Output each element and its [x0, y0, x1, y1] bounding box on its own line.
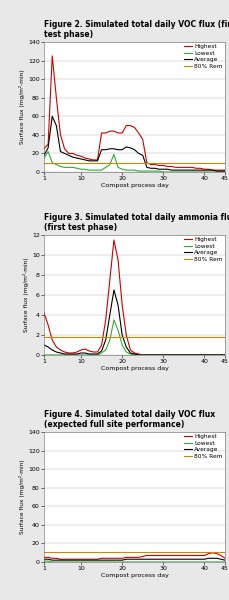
- Text: Figure 3. Simulated total daily ammonia flux
(first test phase): Figure 3. Simulated total daily ammonia …: [44, 212, 229, 232]
- Legend: Highest, Lowest, Average, 80% Rem: Highest, Lowest, Average, 80% Rem: [183, 44, 223, 70]
- Legend: Highest, Lowest, Average, 80% Rem: Highest, Lowest, Average, 80% Rem: [183, 237, 223, 263]
- Y-axis label: Surface flux (mg/m²-min): Surface flux (mg/m²-min): [23, 257, 29, 332]
- Y-axis label: Surface flux (mg/m²-min): Surface flux (mg/m²-min): [19, 70, 25, 145]
- Legend: Highest, Lowest, Average, 80% Rem: Highest, Lowest, Average, 80% Rem: [183, 434, 223, 460]
- X-axis label: Compost process day: Compost process day: [101, 572, 169, 578]
- Y-axis label: Surface flux (mg/m²-min): Surface flux (mg/m²-min): [19, 460, 25, 535]
- X-axis label: Compost process day: Compost process day: [101, 365, 169, 371]
- Text: Figure 2. Simulated total daily VOC flux (first
test phase): Figure 2. Simulated total daily VOC flux…: [44, 20, 229, 39]
- X-axis label: Compost process day: Compost process day: [101, 182, 169, 188]
- Text: Figure 4. Simulated total daily VOC flux
(expected full site performance): Figure 4. Simulated total daily VOC flux…: [44, 410, 215, 429]
